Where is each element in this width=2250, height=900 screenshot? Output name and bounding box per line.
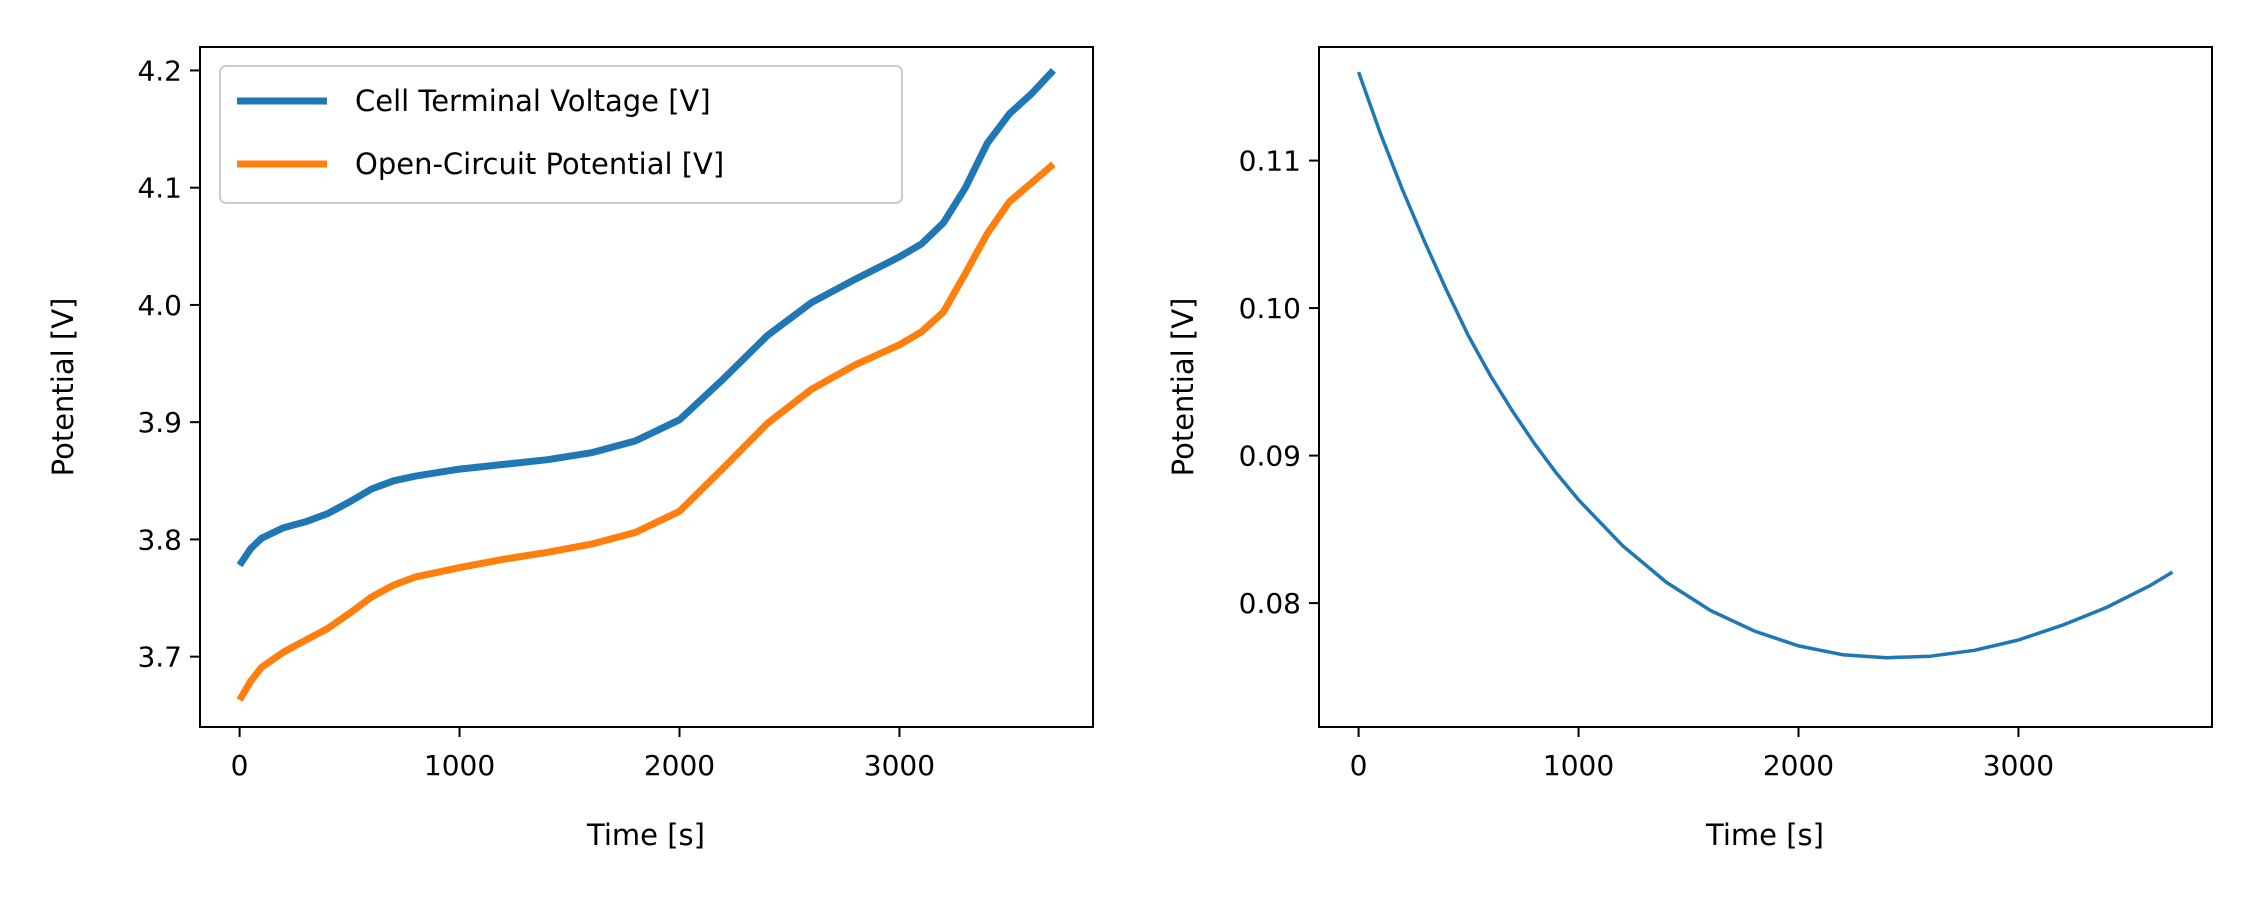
right-x-tick-label: 3000 [1983,749,2054,782]
legend-box [219,65,903,204]
left-x-tick-label: 3000 [864,749,935,782]
right-chart: 0 1000 2000 3000 0.080.090.100.11 Time [s] … [1166,46,2213,852]
left-x-tick-label: 0 [231,749,249,782]
left-y-tick-label: 3.8 [137,523,182,556]
legend-label-open-circuit-potential: Open-Circuit Potential [V] [355,147,724,181]
left-x-axis: 0 1000 2000 3000 [231,727,935,782]
right-chart-lines [1356,71,2174,660]
left-y-axis-label: Potential [V] [46,298,80,477]
left-y-axis: 3.7 3.8 3.9 4.0 4.1 4.2 [137,54,200,674]
right-plot-frame [1318,46,2213,728]
left-y-tick-label: 4.1 [137,172,182,205]
right-x-tick-label: 1000 [1543,749,1614,782]
right-x-tick-label: 2000 [1763,749,1834,782]
right-y-tick-label: 0.09 [1239,440,1301,473]
right-x-axis-label: Time [s] [1705,818,1824,852]
right-y-axis-label: Potential [V] [1166,298,1200,477]
right-x-tick-label: 0 [1350,749,1368,782]
left-y-tick-label: 4.0 [137,289,182,322]
left-y-tick-label: 4.2 [137,54,182,87]
right-y-axis: 0.08 0.09 0.10 0.11 [1239,145,1319,620]
right-y-tick-label: 0.11 [1239,145,1301,178]
left-y-tick-label: 3.7 [137,641,182,674]
left-x-axis-label: Time [s] [586,818,705,852]
legend-label-terminal-voltage: Cell Terminal Voltage [V] [355,84,711,118]
legend: Cell Terminal Voltage [V] Open-Circuit P… [219,65,903,204]
left-x-tick-label: 1000 [424,749,495,782]
left-terminal-voltage-line [236,68,1056,568]
right-potential-difference-line [1356,71,2174,660]
left-chart-lines [236,68,1056,702]
left-plot-frame [199,46,1094,728]
left-x-tick-label: 2000 [644,749,715,782]
right-x-axis: 0 1000 2000 3000 [1350,727,2054,782]
left-y-tick-label: 3.9 [137,406,182,439]
right-y-tick-label: 0.08 [1239,587,1301,620]
left-chart: 0 1000 2000 3000 3.7 3.8 3.9 4.0 4.1 4.2 Time [s… [46,46,1094,852]
left-open-circuit-potential-line [236,161,1056,702]
right-y-tick-label: 0.10 [1239,292,1301,325]
